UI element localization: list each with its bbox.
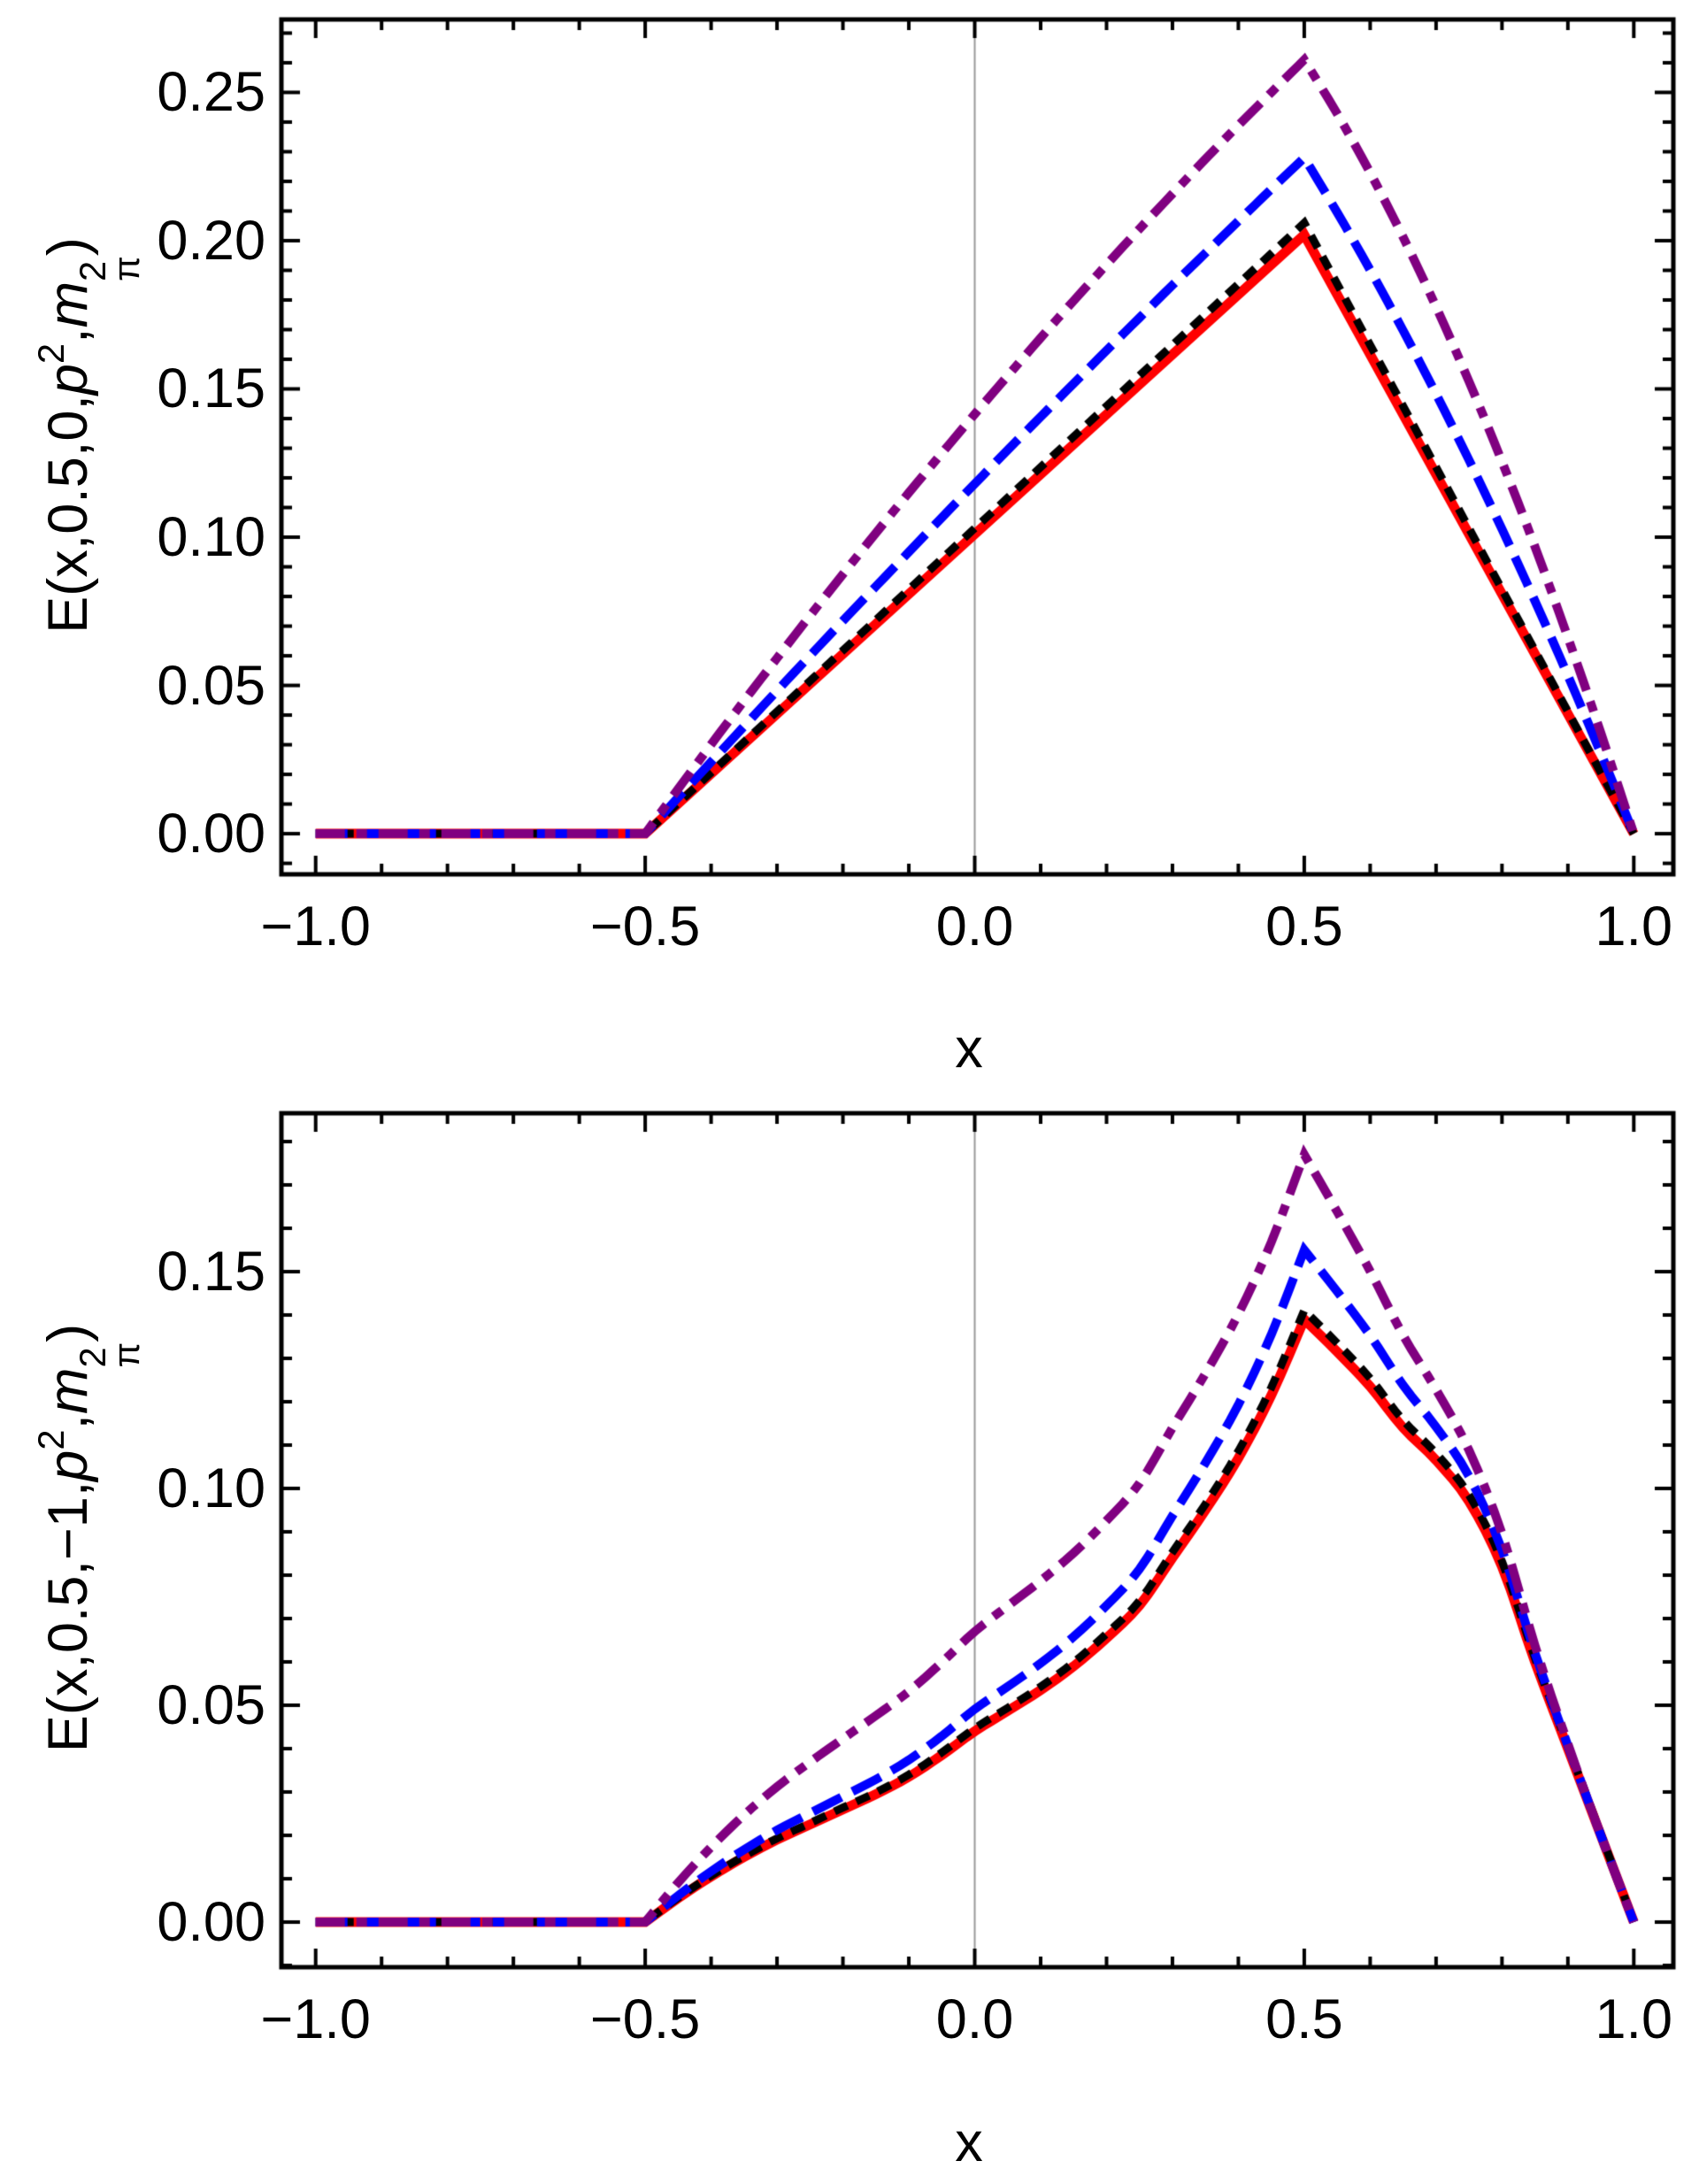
plots-canvas [0,0,1699,2184]
figure-page: 0.00 0.05 0.10 0.15 0.20 0.25 −1.0 −0.5 0.0 0.5 1.… [0,0,1699,2184]
